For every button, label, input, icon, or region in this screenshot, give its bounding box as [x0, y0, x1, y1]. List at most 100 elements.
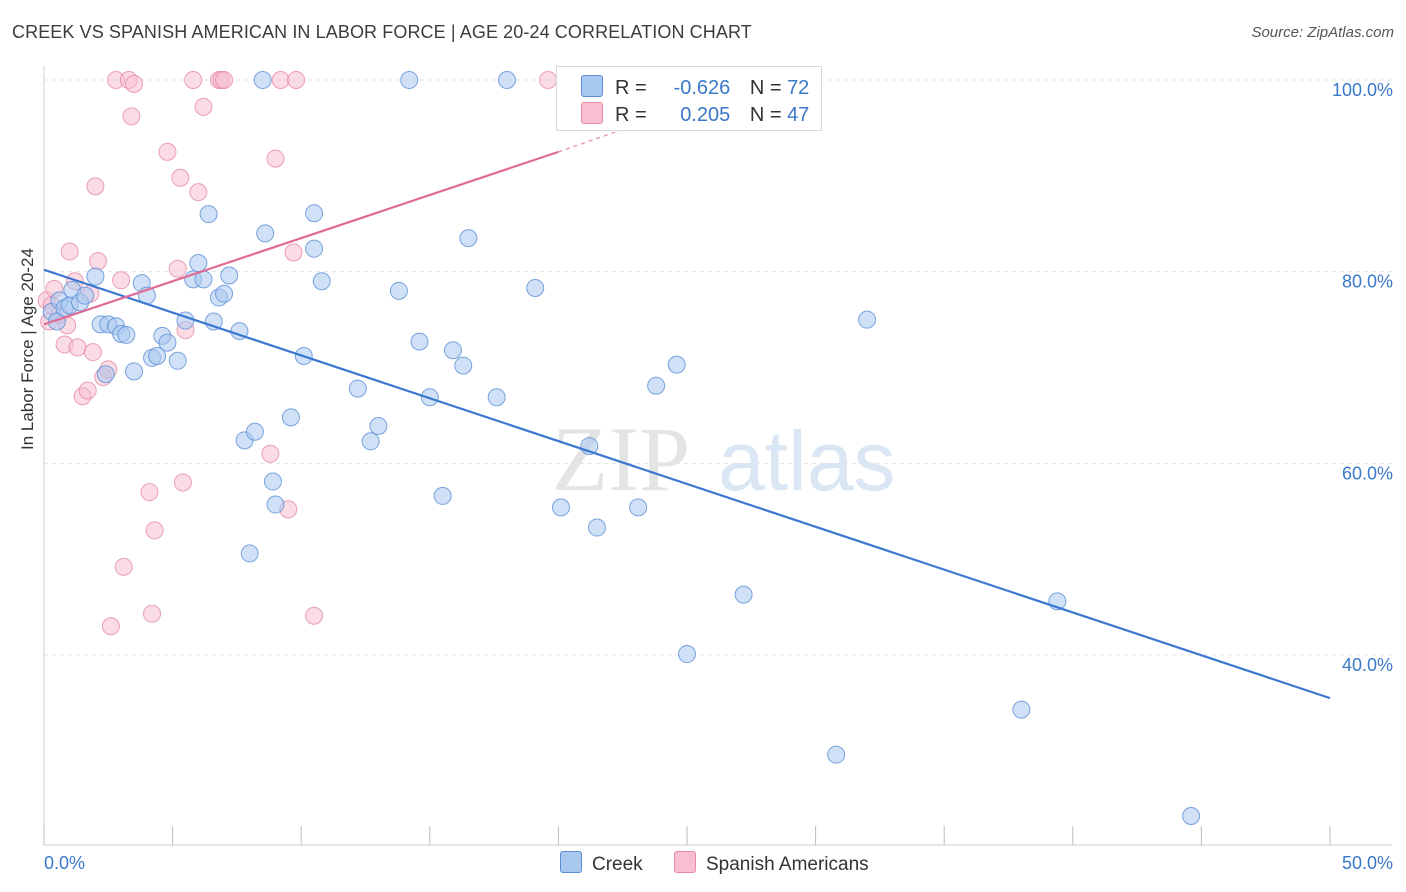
- creek-point: [389, 281, 408, 300]
- creek-point: [1012, 700, 1031, 719]
- creek-point: [305, 239, 324, 258]
- chart-title: CREEK VS SPANISH AMERICAN IN LABOR FORCE…: [12, 22, 752, 42]
- creek-point: [96, 365, 115, 384]
- legend-r-label: R =: [615, 77, 647, 99]
- spanish-point: [78, 381, 97, 400]
- spanish-point: [539, 71, 558, 89]
- legend-row-creek: R = -0.626 N = 72: [581, 75, 809, 99]
- creek-point: [220, 266, 239, 285]
- creek-point: [433, 486, 452, 505]
- legend-r-label: R =: [615, 104, 647, 126]
- spanish-point: [171, 168, 190, 187]
- creek-point: [497, 71, 516, 89]
- spanish-trend-line: [43, 150, 559, 326]
- creek-point: [454, 356, 473, 375]
- creek-trend-line: [43, 268, 1331, 700]
- creek-point: [443, 341, 462, 360]
- spanish-point: [114, 557, 133, 576]
- creek-point: [117, 325, 136, 344]
- creek-point: [667, 355, 686, 374]
- creek-point: [361, 432, 380, 451]
- creek-point: [858, 310, 877, 329]
- correlation-legend: R = -0.626 N = 72 R = 0.205 N = 47: [556, 66, 822, 131]
- creek-point: [647, 376, 666, 395]
- spanish-point: [122, 107, 141, 126]
- legend-n-label: N =: [749, 104, 782, 126]
- y-tick-label: 60.0%: [1342, 463, 1393, 483]
- creek-point: [827, 745, 846, 764]
- spanish-point: [86, 177, 105, 196]
- creek-point: [678, 645, 696, 664]
- tick-labels: 40.0% 60.0% 80.0% 100.0% 0.0% 50.0%: [44, 80, 1393, 873]
- creek-point: [526, 278, 545, 297]
- creek-point: [125, 362, 144, 381]
- spanish-point: [89, 252, 108, 271]
- spanish-point: [158, 142, 177, 161]
- spanish-point: [184, 71, 203, 89]
- creek-point: [148, 347, 167, 365]
- creek-point: [734, 585, 753, 604]
- watermark-zip: ZIP: [552, 408, 690, 510]
- creek-point: [240, 544, 259, 563]
- creek-point: [86, 267, 105, 286]
- data-points: [37, 71, 1201, 825]
- spanish-point: [266, 149, 285, 168]
- creek-point: [410, 332, 429, 351]
- spanish-point: [215, 71, 234, 89]
- creek-point: [47, 312, 66, 331]
- grid-lines: [44, 79, 1392, 656]
- creek-n-value: 72: [787, 77, 810, 99]
- spanish-point: [261, 444, 280, 463]
- source-label: Source: ZipAtlas.com: [1251, 24, 1394, 41]
- creek-point: [281, 408, 300, 427]
- creek-point: [312, 272, 331, 291]
- spanish-point: [101, 617, 120, 636]
- spanish-point: [68, 338, 87, 357]
- y-tick-label: 100.0%: [1332, 80, 1393, 100]
- spanish-point: [194, 97, 213, 116]
- creek-point: [76, 286, 95, 305]
- bottom-legend-creek: Creek: [560, 851, 643, 876]
- spanish-point: [83, 343, 102, 362]
- legend-row-spanish: R = 0.205 N = 47: [581, 102, 809, 126]
- spanish-point: [189, 183, 208, 202]
- creek-point: [348, 379, 367, 398]
- trend-lines: [43, 124, 1331, 700]
- creek-point: [158, 333, 177, 352]
- creek-legend-label: Creek: [592, 854, 643, 875]
- spanish-point: [143, 604, 162, 623]
- spanish-swatch: [581, 102, 603, 124]
- x-tick-label: 50.0%: [1342, 853, 1393, 873]
- spanish-point: [305, 606, 324, 625]
- spanish-point: [140, 483, 159, 502]
- spanish-legend-label: Spanish Americans: [706, 854, 869, 875]
- spanish-point: [145, 521, 164, 540]
- creek-point: [1182, 807, 1201, 825]
- spanish-point: [112, 271, 131, 290]
- creek-point: [263, 472, 282, 491]
- spanish-point: [173, 473, 192, 492]
- creek-point: [629, 498, 648, 517]
- creek-point: [215, 284, 234, 303]
- spanish-point: [287, 71, 306, 89]
- creek-point: [369, 416, 388, 435]
- watermark-atlas: atlas: [718, 414, 895, 508]
- creek-point: [551, 498, 570, 517]
- spanish-point: [284, 243, 303, 262]
- spanish-point: [60, 242, 79, 261]
- creek-point: [400, 71, 419, 89]
- creek-r-value: -0.626: [673, 77, 731, 99]
- creek-point: [199, 205, 218, 224]
- creek-legend-swatch: [560, 851, 582, 873]
- creek-point: [189, 254, 208, 273]
- creek-point: [253, 71, 272, 89]
- spanish-trend-extension: [558, 124, 636, 153]
- creek-point: [256, 224, 275, 243]
- spanish-legend-swatch: [674, 851, 696, 873]
- creek-point: [266, 495, 285, 514]
- creek-point: [168, 351, 187, 370]
- creek-swatch: [581, 75, 603, 97]
- legend-n-label: N =: [749, 77, 782, 99]
- spanish-point: [168, 259, 187, 278]
